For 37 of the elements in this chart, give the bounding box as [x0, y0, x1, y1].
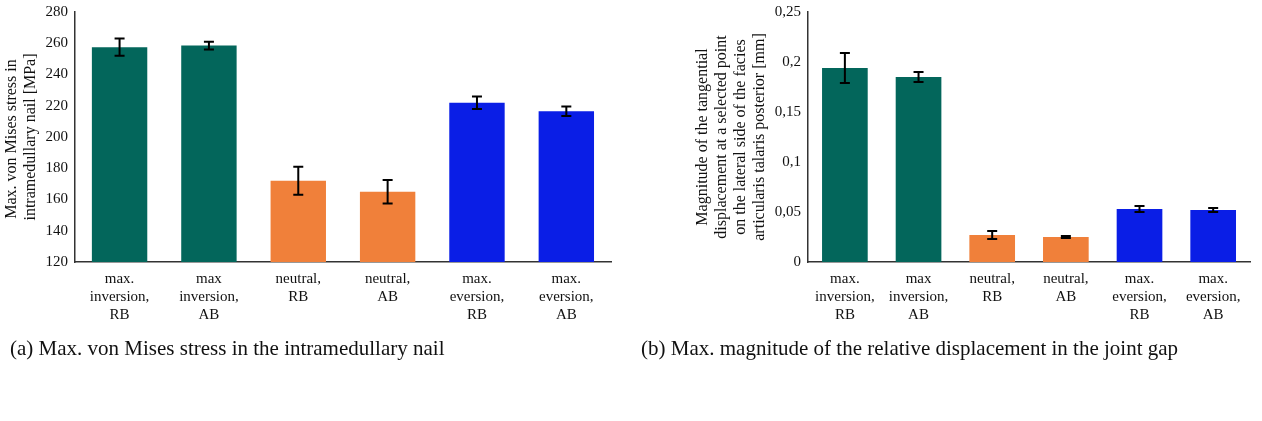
y-tick-label: 240	[45, 65, 68, 82]
y-tick-label: 140	[45, 221, 68, 238]
y-tick-label: 0,1	[782, 152, 802, 169]
y-tick-label: 0,2	[782, 52, 802, 69]
x-tick-label: max inversion, AB	[888, 269, 949, 322]
x-tick-label: neutral, AB	[364, 269, 411, 304]
bar	[1190, 210, 1237, 262]
x-tick-label: max. eversion, RB	[449, 269, 505, 322]
x-tick-label: max. eversion, AB	[1185, 269, 1241, 322]
y-axis-title: Max. von Mises stress in intramedullary nail [MPa]	[1, 53, 39, 221]
x-tick-label: max. inversion, RB	[815, 269, 875, 322]
y-tick-label: 0,25	[774, 2, 802, 19]
bar	[969, 235, 1016, 262]
bar	[895, 77, 942, 262]
y-tick-label: 280	[45, 2, 68, 19]
y-axis-title: Magnitude of the tangential displacement at a selected point on the lateral side of the facies articularis talaris posterior [mm]	[692, 33, 769, 241]
x-tick-label: neutral, RB	[969, 269, 1015, 304]
text: (b) Max. magnitude of the relative displacement in the joint gap	[641, 336, 1180, 361]
y-tick-label: 220	[45, 96, 68, 113]
x-tick-label: neutral, RB	[275, 269, 321, 304]
bar	[1043, 237, 1089, 262]
y-tick-label: 0,05	[774, 202, 802, 219]
x-tick-label: max inversion, AB	[179, 269, 239, 322]
y-tick-label: 120	[45, 252, 68, 269]
text: (a) Max. von Mises stress in the intramedullary nail	[10, 336, 446, 361]
y-tick-label: 160	[45, 190, 68, 207]
x-tick-label: max. inversion, RB	[89, 269, 150, 322]
x-tick-label: max. eversion, AB	[539, 269, 594, 322]
y-tick-label: 260	[45, 34, 68, 51]
x-tick-label: neutral, AB	[1043, 269, 1089, 304]
y-tick-label: 0	[793, 252, 802, 269]
y-tick-label: 0,15	[774, 102, 802, 119]
x-tick-label: max. eversion, RB	[1112, 269, 1167, 322]
y-tick-label: 180	[45, 159, 68, 176]
bar	[1116, 209, 1163, 262]
bar	[822, 68, 868, 262]
y-tick-label: 200	[45, 127, 68, 144]
